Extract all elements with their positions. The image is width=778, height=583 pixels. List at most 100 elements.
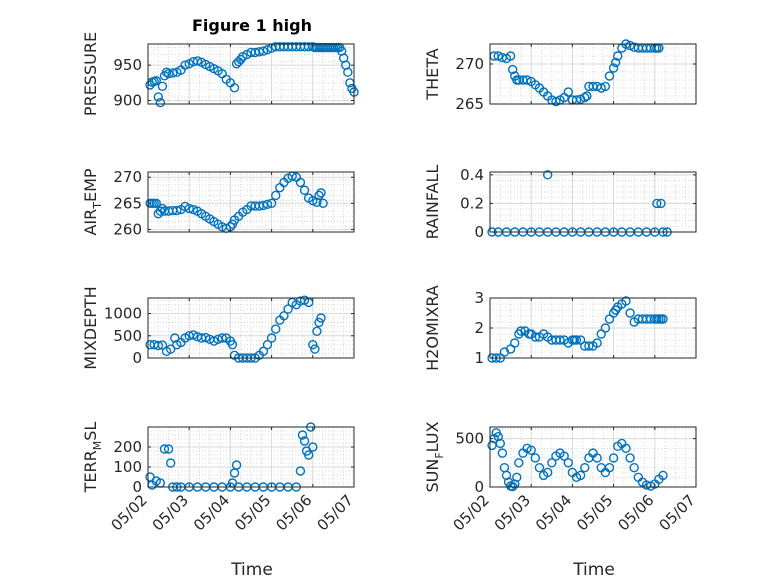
data-point <box>227 339 238 350</box>
y-tick-label: 265 <box>113 194 142 212</box>
y-tick-label: 2 <box>474 319 484 337</box>
data-point <box>312 197 322 207</box>
data-point <box>559 451 569 461</box>
data-point <box>582 91 592 101</box>
data-point <box>184 203 194 214</box>
data-point <box>271 324 281 334</box>
x-tick-label: 05/04 <box>190 491 233 534</box>
data-point <box>580 92 590 103</box>
data-point <box>510 479 520 489</box>
x-tick-label: 05/05 <box>573 491 616 534</box>
data-point <box>621 443 631 453</box>
y-axis-label: TERRMSL <box>81 422 104 494</box>
data-point <box>596 83 606 93</box>
data-point <box>625 308 635 318</box>
y-tick-label: 0 <box>132 349 142 367</box>
x-tick-label: 05/07 <box>656 491 699 534</box>
x-tick-label: 05/06 <box>614 491 657 534</box>
y-tick-label: 950 <box>113 56 142 74</box>
data-point <box>168 68 178 78</box>
data-point <box>283 304 293 314</box>
data-point <box>526 445 536 455</box>
y-axis-label: H2OMIXRA <box>423 285 442 371</box>
y-tick-label: 3 <box>474 289 484 307</box>
data-point <box>497 448 508 458</box>
data-point <box>343 67 353 77</box>
data-point <box>656 198 666 209</box>
data-point <box>266 333 277 343</box>
data-point <box>592 453 602 463</box>
subplot-terr_msl: 0 100 200 TERRMSL05/0205/0305/0405/0505/060… <box>81 422 357 535</box>
data-point <box>608 453 619 463</box>
data-point <box>159 444 170 454</box>
data-point <box>658 314 668 324</box>
y-tick-label: 265 <box>455 95 484 113</box>
x-tick-label: 05/04 <box>532 491 575 534</box>
data-point <box>551 96 561 107</box>
data-point <box>592 338 602 348</box>
data-point <box>652 198 662 209</box>
data-point <box>163 444 174 454</box>
data-point <box>613 51 623 61</box>
subplot-theta: 265 270 THETA <box>423 39 697 113</box>
data-point <box>262 199 273 210</box>
data-point <box>501 470 512 481</box>
axes-box <box>489 426 697 488</box>
data-point <box>493 51 503 61</box>
data-point <box>180 60 190 70</box>
data-point <box>308 442 318 452</box>
data-point <box>295 466 306 476</box>
data-point <box>153 92 164 102</box>
figure-title: Figure 1 high <box>192 16 312 35</box>
x-tick-label: 05/06 <box>272 491 315 534</box>
y-tick-label: 0 <box>474 223 484 241</box>
x-tick-label: 05/02 <box>108 491 151 534</box>
data-point <box>229 83 240 93</box>
data-point <box>151 76 161 86</box>
y-tick-label: 0 <box>132 478 142 496</box>
y-tick-label: 500 <box>455 430 484 448</box>
x-tick-label: 05/07 <box>314 491 357 534</box>
subplot-h2omixra: 1 2 3 H2OMIXRA <box>423 285 697 371</box>
data-point <box>262 44 273 55</box>
subplot-grid: 900 950 PRESSURE 265 270 THETA 260 265 270 AIRTEM… <box>81 32 699 534</box>
y-axis-label: PRESSURE <box>81 32 100 116</box>
y-tick-label: 270 <box>455 55 484 73</box>
data-point <box>563 458 573 468</box>
data-point <box>172 205 182 216</box>
subplot-sun_flux: 0 500 SUNFLUX05/0205/0305/0405/0505/0605/0… <box>423 421 699 534</box>
data-point <box>155 97 166 108</box>
axes-box <box>147 171 355 233</box>
data-point <box>580 462 590 473</box>
data-point <box>600 323 611 333</box>
data-point <box>507 64 518 75</box>
y-tick-label: 900 <box>113 91 142 109</box>
data-point <box>312 326 322 337</box>
data-point <box>314 317 324 328</box>
data-point <box>604 71 615 81</box>
data-point <box>258 200 269 211</box>
data-point <box>530 453 541 463</box>
y-tick-label: 260 <box>113 220 142 238</box>
y-tick-label: 0.2 <box>460 194 484 212</box>
y-tick-label: 200 <box>113 438 142 456</box>
data-point <box>575 470 586 481</box>
x-axis-label-left: Time <box>230 560 273 580</box>
data-point <box>192 56 203 66</box>
data-point <box>516 326 526 336</box>
data-point <box>493 431 503 442</box>
data-point <box>510 338 520 348</box>
data-point <box>571 335 582 345</box>
axes-box <box>489 43 697 105</box>
y-tick-label: 1 <box>474 349 484 367</box>
y-tick-label: 1000 <box>104 305 142 323</box>
y-tick-label: 100 <box>113 458 142 476</box>
data-point <box>316 188 326 198</box>
data-point <box>318 198 328 209</box>
data-point <box>314 190 324 201</box>
data-point <box>170 333 180 343</box>
data-point <box>505 51 516 61</box>
data-point <box>165 344 176 354</box>
data-point <box>658 470 668 481</box>
